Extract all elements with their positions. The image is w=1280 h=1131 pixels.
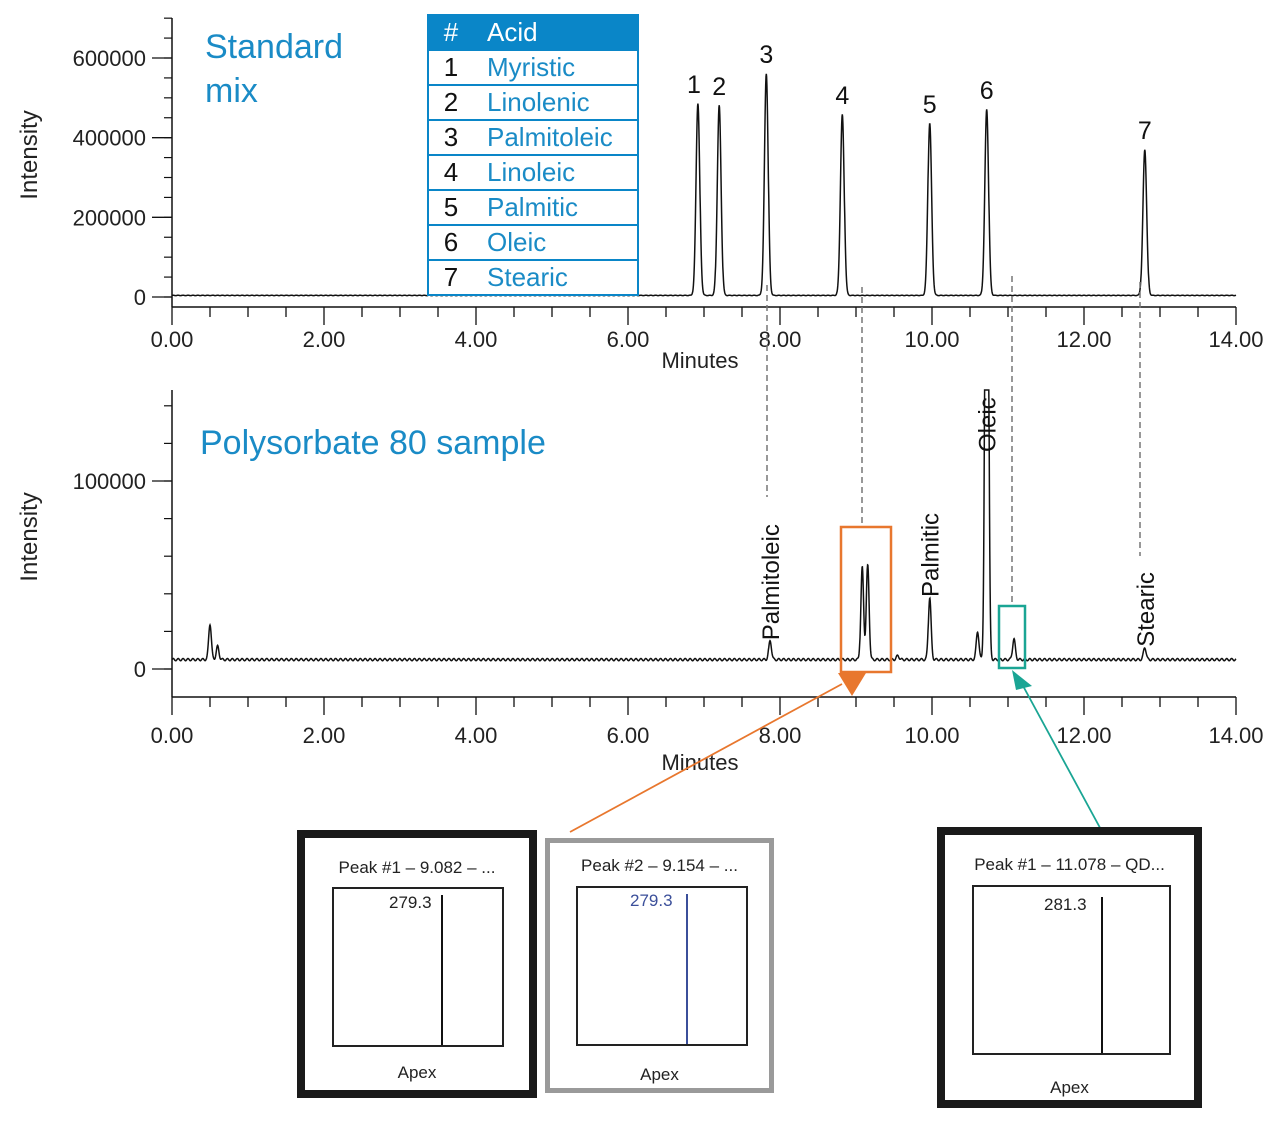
peak-label: 1 (687, 71, 701, 99)
inset-spectrum: 279.3 (332, 887, 504, 1047)
x-tick-label: 8.00 (759, 723, 802, 748)
x-tick-label: 0.00 (151, 327, 194, 352)
orange-highlight-box (839, 525, 893, 674)
legend-row: 2 Linolenic (428, 84, 638, 120)
x-tick-label: 8.00 (759, 327, 802, 352)
legend-row: 5 Palmitic (428, 189, 638, 225)
teal-highlight-box (997, 604, 1027, 670)
x-tick-label: 10.00 (904, 723, 959, 748)
orange-arrow-line (569, 683, 843, 833)
legend-acid: Stearic (473, 259, 638, 295)
peak-label: Palmitoleic (758, 524, 785, 640)
ms-inset-peak2: Peak #2 – 9.154 – ... 279.3 Apex (545, 838, 774, 1093)
peak-label: 7 (1138, 117, 1152, 145)
panel-title: Polysorbate 80 sample (200, 424, 546, 462)
inset-spectrum: 279.3 (576, 886, 748, 1046)
legend-acid: Palmitic (473, 189, 638, 225)
y-axis-label: Intensity (16, 110, 43, 199)
peak-label: 3 (759, 41, 773, 69)
legend-acid: Linolenic (473, 84, 638, 120)
y-tick-label: 0 (134, 285, 146, 310)
teal-arrow-line (1021, 683, 1106, 838)
ms-inset-peak1: Peak #1 – 9.082 – ... 279.3 Apex (297, 830, 537, 1098)
legend-header-num: # (428, 15, 473, 50)
legend-num: 1 (428, 49, 473, 85)
spectrum-peak (441, 895, 443, 1045)
x-axis-label: Minutes (661, 348, 738, 373)
inset-mz-label: 279.3 (630, 891, 673, 910)
peak-label: 2 (712, 73, 726, 101)
peak-label: 5 (923, 91, 937, 119)
inset-spectrum: 281.3 (972, 885, 1171, 1055)
x-tick-label: 10.00 (904, 327, 959, 352)
inset-footer: Apex (397, 1063, 437, 1082)
inset-title: Peak #1 – 9.082 – ... (338, 858, 496, 877)
inset-title: Peak #1 – 11.078 – QD... (974, 855, 1165, 874)
legend-num: 3 (428, 119, 473, 155)
x-axis-label: Minutes (661, 750, 738, 775)
peak-label: 4 (835, 82, 849, 110)
legend-num: 5 (428, 189, 473, 225)
x-tick-label: 2.00 (303, 723, 346, 748)
legend-row: 4 Linoleic (428, 154, 638, 190)
y-tick-label: 600000 (73, 46, 146, 71)
chromatogram-trace (171, 389, 1237, 662)
chromatogram-trace (171, 73, 1237, 297)
acid-legend-table: # Acid 1 Myristic 2 Linolenic 3 Palmitoleic … (427, 14, 639, 296)
x-tick-label: 0.00 (151, 723, 194, 748)
legend-num: 6 (428, 224, 473, 260)
legend-acid: Oleic (473, 224, 638, 260)
y-tick-label: 200000 (73, 205, 146, 230)
inset-mz-label: 281.3 (1044, 895, 1087, 914)
y-tick-label: 0 (134, 657, 146, 682)
legend-acid: Palmitoleic (473, 119, 638, 155)
x-tick-label: 6.00 (607, 723, 650, 748)
legend-acid: Myristic (473, 49, 638, 85)
legend-header-acid: Acid (473, 15, 638, 50)
peak-label: Stearic (1133, 572, 1160, 647)
inset-mz-label: 279.3 (389, 893, 432, 912)
legend-num: 2 (428, 84, 473, 120)
inset-footer: Apex (640, 1065, 679, 1084)
x-tick-label: 4.00 (455, 327, 498, 352)
x-tick-label: 12.00 (1056, 327, 1111, 352)
y-axis-label: Intensity (16, 492, 43, 581)
spectrum-peak (686, 894, 688, 1044)
legend-num: 7 (428, 259, 473, 295)
peak-label: Palmitic (918, 513, 945, 597)
x-tick-label: 14.00 (1208, 327, 1263, 352)
y-tick-label: 400000 (73, 126, 146, 151)
legend-row: 7 Stearic (428, 259, 638, 295)
legend-acid: Linoleic (473, 154, 638, 190)
spectrum-peak (1101, 897, 1103, 1053)
inset-title: Peak #2 – 9.154 – ... (581, 856, 738, 875)
inset-footer: Apex (1050, 1078, 1089, 1097)
legend-num: 4 (428, 154, 473, 190)
panel-title: Standard mix (205, 28, 343, 110)
legend-row: 3 Palmitoleic (428, 119, 638, 155)
x-tick-label: 12.00 (1056, 723, 1111, 748)
x-tick-label: 4.00 (455, 723, 498, 748)
peak-label: Oleic (975, 397, 1002, 452)
orange-arrow-head (838, 673, 866, 696)
y-tick-label: 100000 (73, 469, 146, 494)
ms-inset-peak3: Peak #1 – 11.078 – QD... 281.3 Apex (937, 827, 1202, 1108)
peak-label: 6 (980, 77, 994, 105)
x-tick-label: 6.00 (607, 327, 650, 352)
legend-row: 6 Oleic (428, 224, 638, 260)
teal-arrow-head (1012, 670, 1032, 690)
legend-header: # Acid (428, 15, 638, 50)
x-tick-label: 14.00 (1208, 723, 1263, 748)
legend-row: 1 Myristic (428, 49, 638, 85)
x-tick-label: 2.00 (303, 327, 346, 352)
